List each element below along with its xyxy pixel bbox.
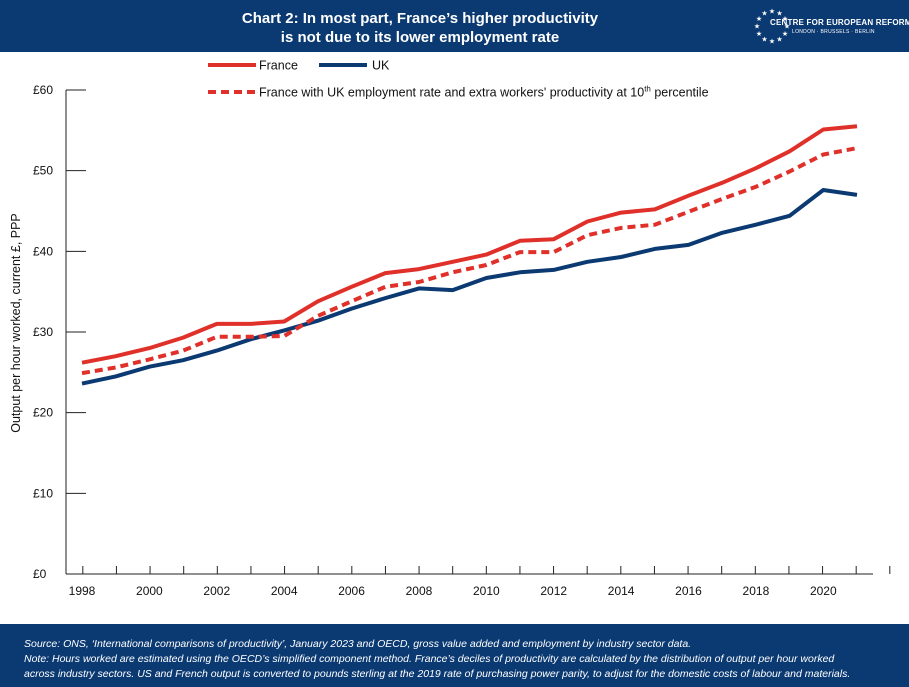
axes: £0 £10 £20 £30 £40 £50 £60 1998 2000 2002 2004 2006… bbox=[33, 83, 891, 598]
chart-title: Chart 2: In most part, France’s higher p… bbox=[130, 9, 710, 47]
x-tick-label: 2016 bbox=[675, 584, 702, 598]
legend-label-superscript: th bbox=[644, 85, 651, 94]
chart-title-line-2: is not due to its lower employment rate bbox=[280, 29, 560, 46]
chart-title-line-1: Chart 2: In most part, France’s higher p… bbox=[241, 10, 599, 27]
y-tick-label: £60 bbox=[33, 83, 53, 97]
star-glyph: ★ bbox=[784, 23, 790, 31]
cer-logo: ★ ★ ★ ★ ★ ★ ★ ★ ★ ★ ★ ★ CENTRE FOR EUROPEAN REFORM … bbox=[752, 6, 909, 46]
eu-stars-icon: ★★★★★★★★★ ★ ★★ bbox=[754, 8, 790, 46]
x-tick-label: 2000 bbox=[136, 584, 163, 598]
source-note: Source: ONS, ‘International comparisons … bbox=[24, 638, 692, 650]
logo-cities: LONDON · BRUSSELS · BERLIN bbox=[792, 29, 875, 35]
x-tick-label: 2008 bbox=[406, 584, 433, 598]
x-tick-label: 2018 bbox=[743, 584, 770, 598]
methodology-note-line-1: Note: Hours worked are estimated using t… bbox=[24, 653, 835, 665]
legend-label-france: France bbox=[259, 59, 298, 73]
star-glyph: ★ bbox=[756, 30, 762, 38]
series-line-france-uk-employment bbox=[81, 146, 858, 376]
star-glyph: ★ bbox=[769, 8, 775, 16]
legend: France UK France with UK employment rate… bbox=[208, 59, 709, 100]
star-glyph: ★ bbox=[782, 15, 788, 23]
x-tick-label: 2010 bbox=[473, 584, 500, 598]
logo-name: CENTRE FOR EUROPEAN REFORM bbox=[770, 18, 909, 27]
productivity-line-chart: France UK France with UK employment rate… bbox=[9, 59, 891, 598]
star-glyph: ★ bbox=[761, 36, 767, 44]
y-tick-label: £20 bbox=[33, 406, 53, 420]
star-glyph: ★ bbox=[754, 23, 760, 31]
chart-header: Chart 2: In most part, France’s higher p… bbox=[0, 0, 909, 52]
y-axis-label: Output per hour worked, current £, PPP bbox=[9, 213, 23, 433]
x-tick-label: 2020 bbox=[810, 584, 837, 598]
y-tick-label: £0 bbox=[33, 567, 47, 581]
star-glyph: ★ bbox=[776, 36, 782, 44]
legend-label-france-uk-employment-text: France with UK employment rate and extra… bbox=[259, 86, 644, 100]
x-tick-label: 1998 bbox=[69, 584, 96, 598]
x-tick-label: 2014 bbox=[608, 584, 635, 598]
star-glyph: ★ bbox=[769, 38, 775, 46]
y-tick-label: £30 bbox=[33, 325, 53, 339]
series-line-uk bbox=[81, 188, 858, 386]
x-tick-label: 2012 bbox=[540, 584, 567, 598]
x-tick-label: 2006 bbox=[338, 584, 365, 598]
series-line-france bbox=[81, 124, 858, 365]
star-glyph: ★ bbox=[782, 30, 788, 38]
legend-label-france-uk-employment: France with UK employment rate and extra… bbox=[259, 85, 709, 100]
series-lines bbox=[81, 124, 858, 386]
methodology-note-line-2: across industry sectors. US and French o… bbox=[24, 668, 851, 680]
x-tick-label: 2002 bbox=[203, 584, 230, 598]
legend-label-suffix: percentile bbox=[651, 86, 709, 100]
legend-label-uk: UK bbox=[372, 59, 390, 73]
y-tick-label: £50 bbox=[33, 164, 53, 178]
star-glyph: ★ bbox=[761, 10, 767, 18]
x-tick-label: 2004 bbox=[271, 584, 298, 598]
y-tick-label: £40 bbox=[33, 244, 53, 258]
y-tick-label: £10 bbox=[33, 486, 53, 500]
chart-footer: Source: ONS, ‘International comparisons … bbox=[0, 624, 909, 687]
star-glyph: ★ bbox=[776, 10, 782, 18]
star-glyph: ★ bbox=[756, 15, 762, 23]
